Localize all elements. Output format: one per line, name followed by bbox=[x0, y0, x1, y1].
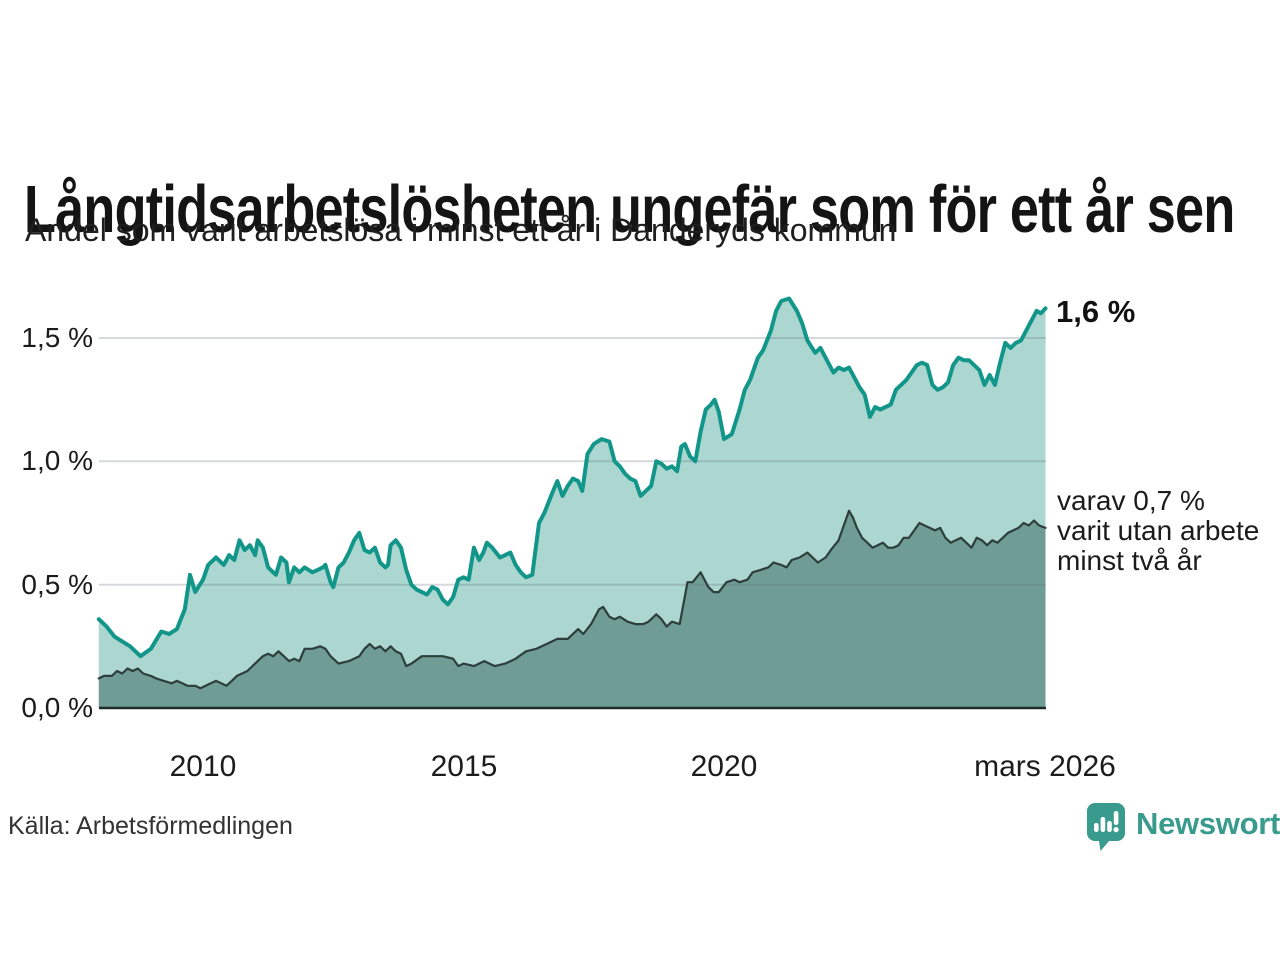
annotation-line-3: minst två år bbox=[1057, 545, 1202, 576]
y-tick-label: 1,5 % bbox=[21, 322, 93, 353]
y-tick-label: 1,0 % bbox=[21, 445, 93, 476]
x-tick-label: 2010 bbox=[169, 750, 237, 783]
latest-value-annotation: 1,6 % bbox=[1056, 294, 1136, 329]
x-tick-label: 2020 bbox=[690, 750, 758, 783]
newsworthy-logo-text: Newsworthy bbox=[1136, 806, 1280, 841]
y-tick-label: 0,5 % bbox=[21, 569, 93, 600]
x-tick-label: mars 2026 bbox=[974, 750, 1116, 783]
x-tick-label: 2015 bbox=[430, 750, 498, 783]
source-attribution: Källa: Arbetsförmedlingen bbox=[8, 812, 293, 840]
newsworthy-logo: Newsworthy bbox=[1086, 802, 1280, 857]
y-tick-label: 0,0 % bbox=[21, 692, 93, 723]
secondary-series-annotation: varav 0,7 % varit utan arbete minst två … bbox=[1057, 486, 1259, 576]
line-two-years bbox=[97, 509, 1047, 690]
annotation-line-1: varav 0,7 % bbox=[1057, 485, 1205, 516]
area-fill-two-years bbox=[98, 510, 1046, 708]
page-title: Långtidsarbetslösheten ungefär som för e… bbox=[24, 171, 1235, 247]
chart-subtitle: Andel som varit arbetslösa i minst ett å… bbox=[25, 212, 897, 248]
line-total bbox=[96, 296, 1048, 659]
annotation-line-2: varit utan arbete bbox=[1057, 515, 1260, 546]
newsworthy-pin-icon bbox=[1086, 802, 1126, 857]
